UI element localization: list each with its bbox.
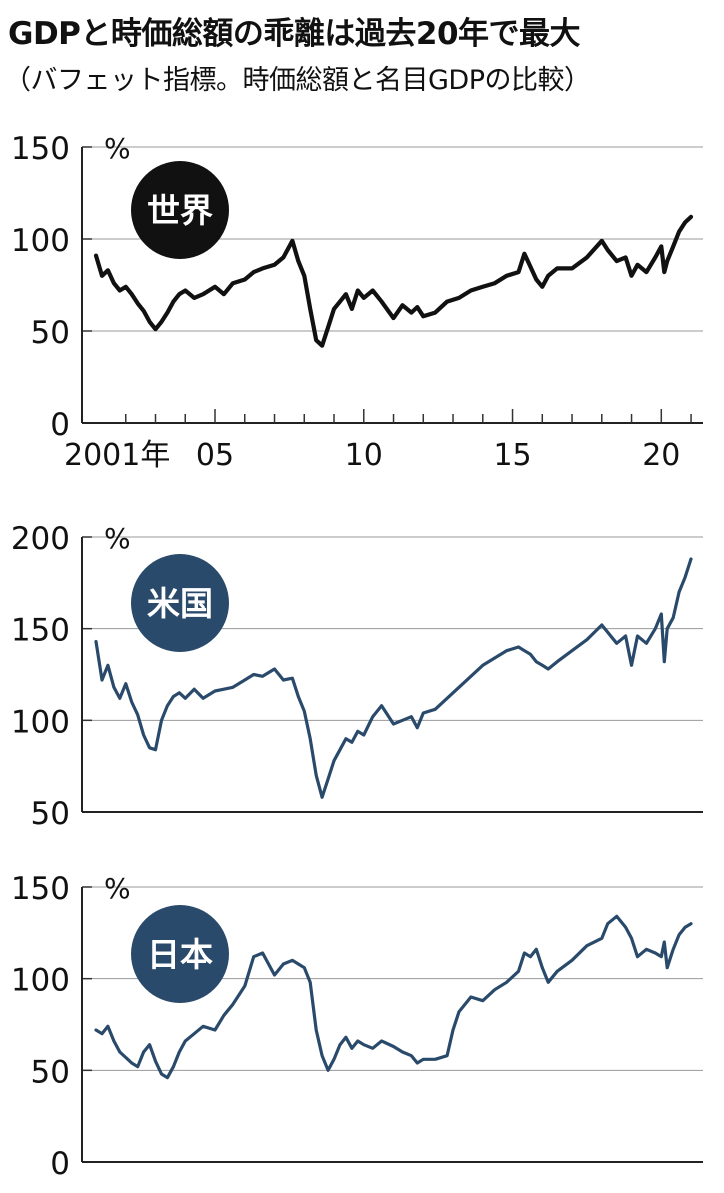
world-chart: 0 50 100 150 % 2001年 05 10 15 20 世界	[11, 131, 703, 473]
badge-label: 世界	[147, 191, 213, 230]
y-tick-label: 100	[11, 704, 70, 740]
x-tick-label: 10	[345, 438, 383, 473]
us-chart: 50 100 150 200 % 米国	[11, 521, 703, 832]
japan-chart: 0 50 100 150 % 日本	[11, 871, 703, 1182]
unit-label: %	[104, 872, 131, 905]
y-tick-label: 150	[11, 131, 70, 167]
chart-title: GDPと時価総額の乖離は過去20年で最大	[8, 16, 581, 52]
badge-circle	[131, 554, 229, 652]
series-line	[94, 557, 693, 799]
y-tick-label: 50	[31, 315, 70, 351]
series-line	[94, 914, 693, 1080]
y-tick-label: 50	[31, 1054, 70, 1090]
badge-label: 日本	[147, 935, 213, 974]
badge-circle	[131, 905, 229, 1003]
unit-label: %	[104, 522, 131, 555]
x-tick-label: 15	[493, 438, 531, 473]
chart-subtitle: （バフェット指標。時価総額と名目GDPの比較）	[4, 65, 591, 96]
badge-label: 米国	[147, 584, 213, 623]
y-tick-label: 100	[11, 223, 70, 259]
y-tick-label: 50	[31, 796, 70, 832]
y-tick-label: 0	[50, 1146, 70, 1182]
x-tick-label: 20	[642, 438, 680, 473]
x-tick-label: 05	[196, 438, 234, 473]
y-tick-label: 150	[11, 613, 70, 649]
badge-circle	[131, 161, 229, 259]
series-line	[93, 214, 694, 348]
unit-label: %	[104, 132, 131, 165]
x-tick-label: 2001年	[64, 438, 170, 473]
y-tick-label: 0	[50, 407, 70, 443]
y-tick-label: 200	[11, 521, 70, 557]
y-tick-label: 100	[11, 963, 70, 999]
y-tick-label: 150	[11, 871, 70, 907]
